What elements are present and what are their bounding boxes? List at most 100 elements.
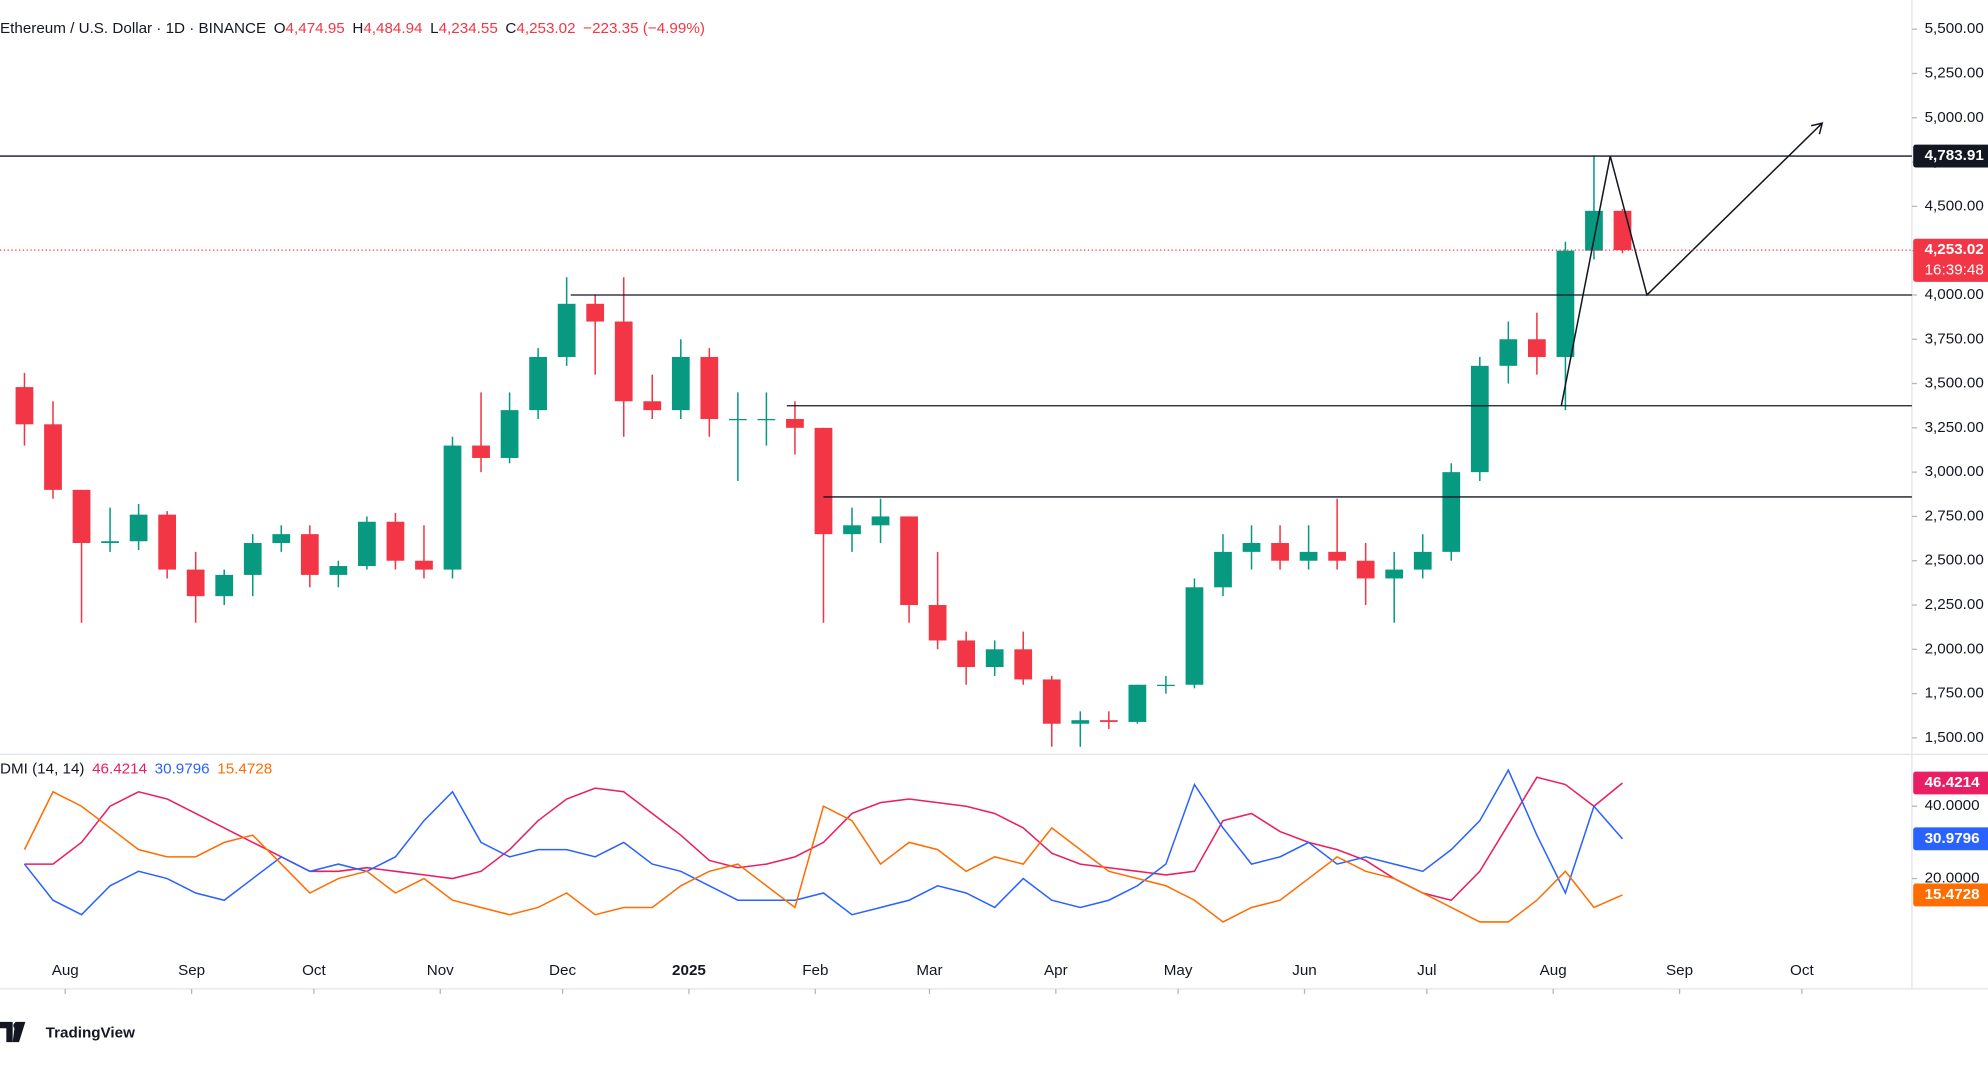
x-tick-label: Sep <box>178 962 205 979</box>
legend-value: 15.4728 <box>217 761 272 778</box>
logo: TradingView <box>0 1021 135 1043</box>
value-box <box>1913 771 1988 795</box>
candle-body <box>500 410 519 458</box>
candle-body <box>1356 560 1375 579</box>
candle-body <box>643 401 662 411</box>
value-box-label: 46.4214 <box>1925 774 1981 791</box>
candle-body <box>1071 720 1090 724</box>
last-price-box <box>1913 238 1988 282</box>
candle-body <box>215 574 234 597</box>
candle-body <box>1242 543 1261 552</box>
candle-body <box>700 356 719 419</box>
open-label: O <box>274 20 286 37</box>
candle-body <box>871 516 890 526</box>
y-tick-label: 2,750.00 <box>1925 507 1984 524</box>
candle-body <box>15 387 34 425</box>
candle-body <box>1042 679 1061 724</box>
y-tick-label: 40.0000 <box>1925 797 1980 814</box>
candle-body <box>72 489 91 544</box>
level-label-box <box>1913 144 1988 168</box>
candle-body <box>814 427 833 535</box>
candle-body <box>529 356 547 411</box>
x-tick-label: 2025 <box>672 962 706 979</box>
candle-body <box>1413 551 1432 570</box>
candle-body <box>472 445 490 458</box>
candle-body <box>1442 472 1461 552</box>
candle-body <box>985 649 1004 668</box>
logo-text: TradingView <box>46 1024 135 1041</box>
open-value: 4,474.95 <box>286 20 345 37</box>
candle-body <box>443 445 462 570</box>
x-tick-label: Mar <box>916 962 942 979</box>
candle-body <box>1499 339 1518 366</box>
chart-header: Ethereum / U.S. Dollar · 1D · BINANCE O4,… <box>0 20 705 37</box>
candle-body <box>1585 210 1603 251</box>
candle-body <box>44 424 62 490</box>
y-tick-label: 1,500.00 <box>1925 729 1984 746</box>
symbol: Ethereum / U.S. Dollar · 1D · BINANCE <box>0 20 266 37</box>
candle-body <box>1328 551 1347 561</box>
y-tick-label: 3,500.00 <box>1925 375 1984 392</box>
last-price-label: 4,253.02 <box>1925 241 1984 258</box>
candle-body <box>928 605 947 641</box>
legend-value: 30.9796 <box>155 761 210 778</box>
candle-body <box>386 521 405 561</box>
x-tick-label: Jun <box>1292 962 1317 979</box>
level-label: 4,783.91 <box>1925 147 1985 164</box>
candle-body <box>757 418 776 421</box>
close-label: C <box>505 20 516 37</box>
candle-body <box>614 321 633 402</box>
candle-body <box>728 418 747 421</box>
indicator-title: DMI (14, 14) <box>0 761 85 778</box>
candle-body <box>1157 684 1175 687</box>
candle-body <box>1299 551 1318 561</box>
candle-body <box>843 525 861 535</box>
candle-body <box>1014 649 1033 680</box>
candle-body <box>129 514 148 542</box>
candle-body <box>557 303 576 357</box>
candle-body <box>158 514 177 570</box>
y-tick-label: 5,500.00 <box>1925 20 1984 37</box>
legend-value: 46.4214 <box>92 761 148 778</box>
candle-body <box>186 569 205 597</box>
candle-body <box>272 534 291 544</box>
candle-body <box>1214 551 1232 588</box>
candle-body <box>329 566 348 575</box>
arrow-head <box>1810 122 1824 135</box>
countdown: 16:39:48 <box>1925 261 1984 278</box>
x-tick-label: May <box>1164 962 1193 979</box>
y-tick-label: 1,750.00 <box>1925 685 1984 702</box>
candle-body <box>415 560 433 570</box>
candle-body <box>671 356 690 411</box>
x-tick-label: Oct <box>1790 962 1814 979</box>
candle-body <box>1613 210 1632 251</box>
candle-body <box>1185 587 1204 685</box>
candle-body <box>1099 720 1118 722</box>
x-tick-label: Apr <box>1044 962 1068 979</box>
logo-dot <box>13 1022 20 1029</box>
y-tick-label: 4,000.00 <box>1925 286 1984 303</box>
x-tick-label: Aug <box>1540 962 1567 979</box>
low-label: L <box>430 20 438 37</box>
x-tick-label: Nov <box>427 962 454 979</box>
y-tick-label: 3,750.00 <box>1925 330 1984 347</box>
candle-body <box>1271 543 1289 561</box>
x-tick-label: Feb <box>802 962 828 979</box>
close-value: 4,253.02 <box>516 20 575 37</box>
y-tick-label: 2,000.00 <box>1925 640 1984 657</box>
candle-body <box>586 303 605 322</box>
y-tick-label: 2,500.00 <box>1925 552 1984 569</box>
candle-body <box>786 418 804 428</box>
candle-body <box>1128 684 1147 722</box>
high-value: 4,484.94 <box>363 20 423 37</box>
value-box <box>1913 883 1988 907</box>
y-tick-label: 4,500.00 <box>1925 197 1984 214</box>
value-box <box>1913 827 1988 851</box>
candles <box>15 155 1632 747</box>
candle-body <box>300 534 319 575</box>
candle-body <box>101 541 119 544</box>
x-tick-label: Sep <box>1666 962 1693 979</box>
x-tick-label: Aug <box>52 962 79 979</box>
